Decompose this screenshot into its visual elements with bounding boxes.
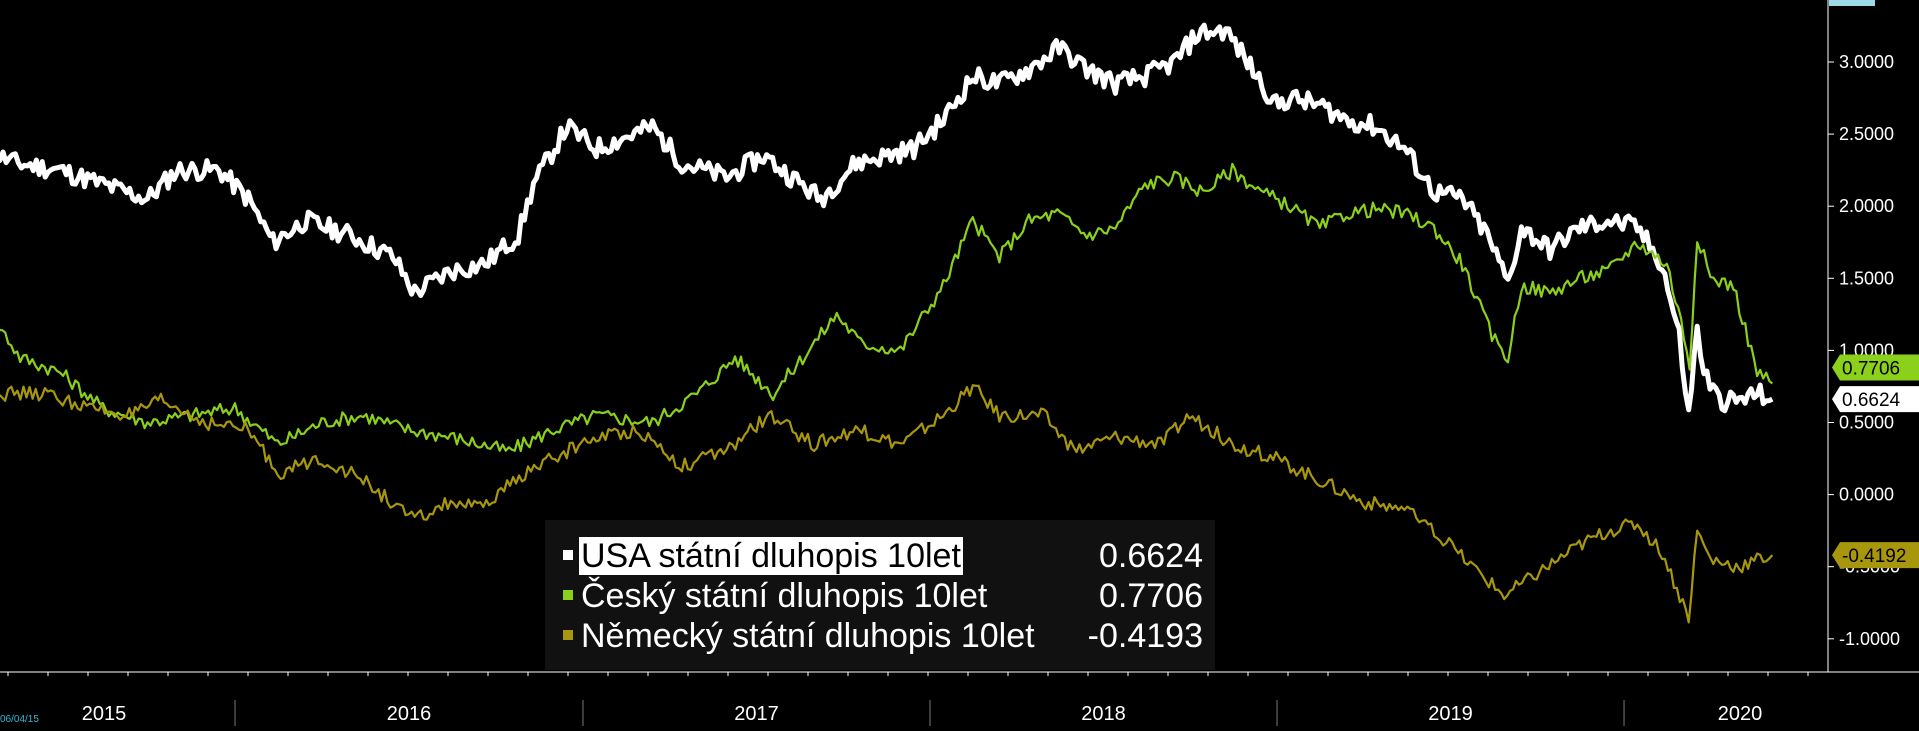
y-tick-label: 1.5000 (1839, 268, 1894, 288)
series-layer (0, 22, 1774, 624)
y-tick-label: 3.0000 (1839, 52, 1894, 72)
x-year-label: 2017 (734, 703, 779, 725)
y-tick-label: 2.5000 (1839, 124, 1894, 144)
end-value-label: -0.4192 (1842, 546, 1906, 567)
series-line-2 (0, 384, 1774, 624)
legend-row-de: Německý státní dluhopis 10let -0.4193 (563, 616, 1203, 656)
legend-swatch-de (563, 630, 573, 641)
y-tick-label: 0.0000 (1839, 485, 1894, 505)
y-tick-label: 2.0000 (1839, 196, 1894, 216)
legend-swatch-usa (563, 550, 573, 561)
x-year-label: 2020 (1718, 703, 1763, 725)
end-label-bg (1832, 354, 1919, 381)
legend-value-cz: 0.7706 (1099, 577, 1203, 615)
end-value-label: 0.7706 (1842, 358, 1900, 379)
legend-box: USA státní dluhopis 10let 0.6624 Český s… (545, 520, 1215, 670)
legend-name-de: Německý státní dluhopis 10let (581, 617, 1035, 655)
series-line-0 (0, 22, 1774, 414)
end-value-label: 0.6624 (1842, 390, 1901, 411)
legend-swatch-cz (563, 590, 573, 601)
x-year-label: 2019 (1428, 703, 1473, 725)
legend-value-de: -0.4193 (1087, 617, 1203, 655)
x-year-label: 2016 (387, 703, 432, 725)
start-date-stamp: 06/04/15 (0, 714, 39, 725)
legend-name-cz: Český státní dluhopis 10let (581, 577, 988, 615)
x-year-label: 2018 (1081, 703, 1126, 725)
legend-value-usa: 0.6624 (1099, 537, 1203, 575)
x-year-label: 2015 (82, 703, 127, 725)
end-label-bg (1832, 386, 1919, 413)
series-line-1 (0, 162, 1774, 453)
y-tick-label: 0.5000 (1839, 413, 1894, 433)
end-label-layer: 0.6624 0.7706 -0.4192 (1832, 354, 1919, 569)
legend-name-usa: USA státní dluhopis 10let (579, 537, 963, 575)
y-tick-label: -1.0000 (1839, 629, 1900, 649)
end-label-bg (1832, 542, 1919, 569)
legend-row-usa: USA státní dluhopis 10let 0.6624 (563, 536, 1203, 576)
legend-row-cz: Český státní dluhopis 10let 0.7706 (563, 576, 1203, 616)
top-scale-marker (1829, 0, 1875, 6)
